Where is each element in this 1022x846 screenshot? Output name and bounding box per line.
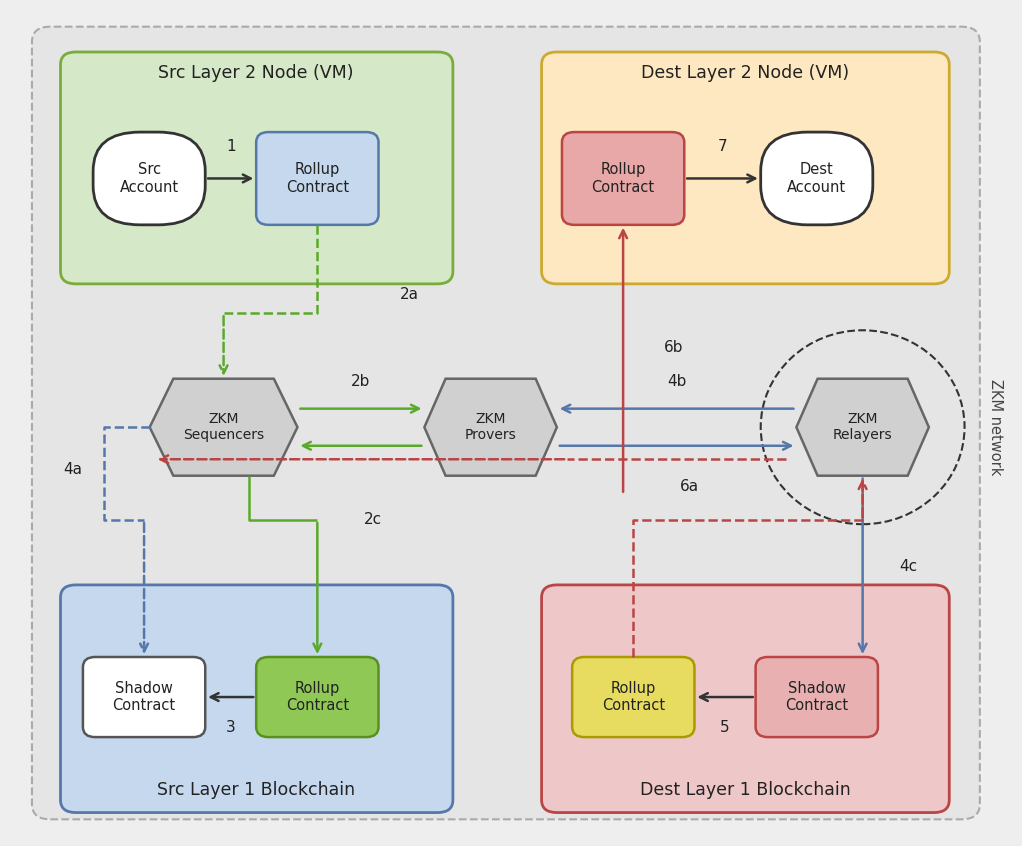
Text: Dest
Account: Dest Account: [787, 162, 846, 195]
Text: 4a: 4a: [63, 462, 83, 477]
FancyBboxPatch shape: [542, 52, 949, 284]
Polygon shape: [149, 379, 297, 475]
Text: 4b: 4b: [667, 374, 687, 389]
Text: 2c: 2c: [364, 513, 382, 527]
FancyBboxPatch shape: [562, 132, 685, 225]
Text: Dest Layer 1 Blockchain: Dest Layer 1 Blockchain: [640, 781, 850, 799]
FancyBboxPatch shape: [83, 657, 205, 737]
Text: Src Layer 1 Blockchain: Src Layer 1 Blockchain: [157, 781, 356, 799]
Text: ZKM network: ZKM network: [987, 379, 1003, 475]
Text: Shadow
Contract: Shadow Contract: [785, 681, 848, 713]
Polygon shape: [796, 379, 929, 475]
Text: 2b: 2b: [352, 374, 371, 389]
Text: ZKM
Relayers: ZKM Relayers: [833, 412, 892, 442]
Text: 6a: 6a: [680, 479, 699, 494]
Text: Shadow
Contract: Shadow Contract: [112, 681, 176, 713]
FancyBboxPatch shape: [755, 657, 878, 737]
Text: 4c: 4c: [899, 559, 918, 574]
Text: Src
Account: Src Account: [120, 162, 179, 195]
Text: 2a: 2a: [400, 288, 419, 302]
Text: 3: 3: [226, 720, 236, 735]
FancyBboxPatch shape: [32, 27, 980, 819]
FancyBboxPatch shape: [542, 585, 949, 812]
FancyBboxPatch shape: [93, 132, 205, 225]
FancyBboxPatch shape: [257, 132, 378, 225]
Text: Dest Layer 2 Node (VM): Dest Layer 2 Node (VM): [642, 64, 849, 82]
Text: Rollup
Contract: Rollup Contract: [602, 681, 665, 713]
Text: 7: 7: [717, 139, 728, 154]
Text: Rollup
Contract: Rollup Contract: [592, 162, 655, 195]
Text: 5: 5: [721, 720, 730, 735]
Polygon shape: [424, 379, 557, 475]
Text: ZKM
Sequencers: ZKM Sequencers: [183, 412, 264, 442]
FancyBboxPatch shape: [572, 657, 695, 737]
Text: Rollup
Contract: Rollup Contract: [286, 162, 349, 195]
FancyBboxPatch shape: [257, 657, 378, 737]
Text: Src Layer 2 Node (VM): Src Layer 2 Node (VM): [158, 64, 354, 82]
Text: 1: 1: [226, 139, 235, 154]
FancyBboxPatch shape: [60, 585, 453, 812]
Text: ZKM
Provers: ZKM Provers: [465, 412, 516, 442]
Text: Rollup
Contract: Rollup Contract: [286, 681, 349, 713]
FancyBboxPatch shape: [60, 52, 453, 284]
FancyBboxPatch shape: [760, 132, 873, 225]
Text: 6b: 6b: [664, 339, 684, 354]
